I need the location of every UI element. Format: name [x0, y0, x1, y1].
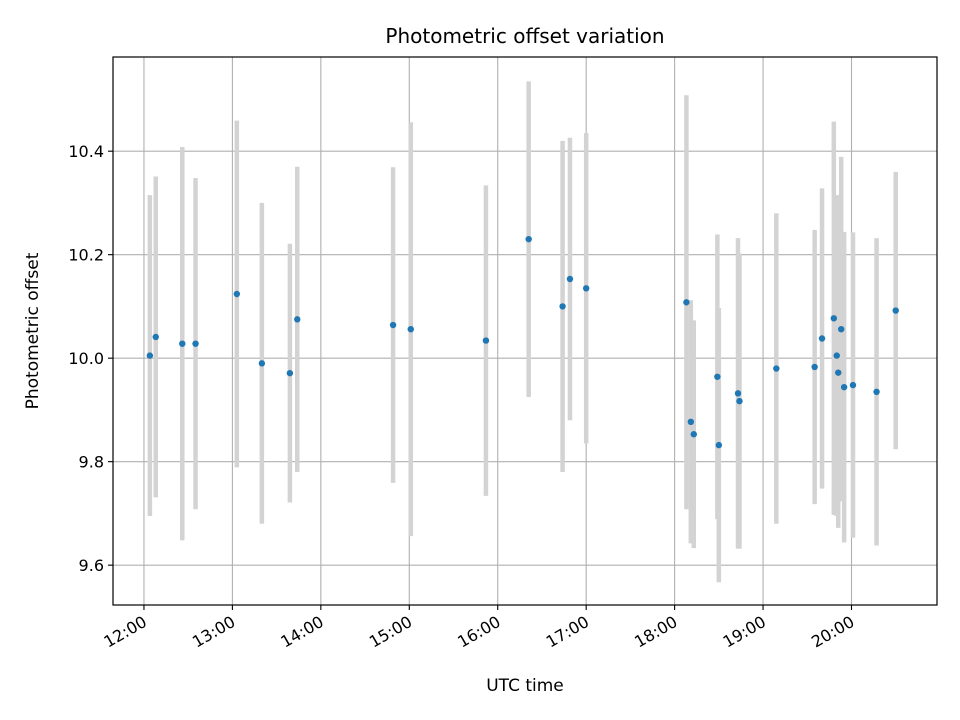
data-point — [582, 285, 590, 292]
y-tick-label: 10.0 — [68, 349, 104, 368]
y-tick-label: 9.8 — [79, 453, 104, 472]
data-point — [179, 340, 186, 347]
data-point — [482, 337, 490, 344]
data-point — [146, 352, 154, 359]
data-point — [840, 383, 848, 391]
data-point — [258, 360, 266, 367]
data-point — [152, 333, 159, 341]
data-point — [715, 441, 723, 449]
data-point — [192, 340, 199, 347]
data-point — [559, 303, 566, 310]
data-point — [233, 290, 241, 298]
data-point — [837, 325, 845, 333]
data-point — [286, 369, 294, 377]
data-point — [690, 431, 697, 438]
grid-layer — [113, 57, 937, 605]
data-point — [811, 363, 818, 371]
data-point — [734, 390, 742, 397]
data-point — [773, 365, 780, 372]
data-point — [525, 235, 532, 243]
data-point — [389, 321, 397, 329]
plot-frame — [112, 56, 938, 606]
data-point — [736, 397, 743, 405]
data-point — [683, 299, 690, 306]
data-point — [873, 388, 880, 396]
data-point — [818, 335, 826, 342]
data-point — [892, 307, 899, 314]
y-axis: 9.6 9.8 10.0 10.2 10.4 — [68, 142, 113, 575]
y-tick-label: 10.2 — [68, 246, 104, 265]
data-point — [849, 381, 857, 389]
chart-title: Photometric offset variation — [385, 24, 664, 48]
data-point — [835, 369, 842, 376]
y-axis-title: Photometric offset — [23, 252, 43, 409]
data-point — [566, 275, 574, 283]
data-point — [294, 316, 301, 323]
y-tick-label: 10.4 — [68, 142, 104, 161]
data-point — [830, 315, 838, 322]
data-point — [833, 352, 840, 359]
y-tick-label: 9.6 — [79, 556, 104, 575]
data-point — [687, 418, 695, 426]
x-axis-title: UTC time — [486, 676, 564, 696]
data-point — [714, 373, 721, 380]
data-point — [407, 325, 414, 333]
marker-layer — [146, 235, 899, 449]
